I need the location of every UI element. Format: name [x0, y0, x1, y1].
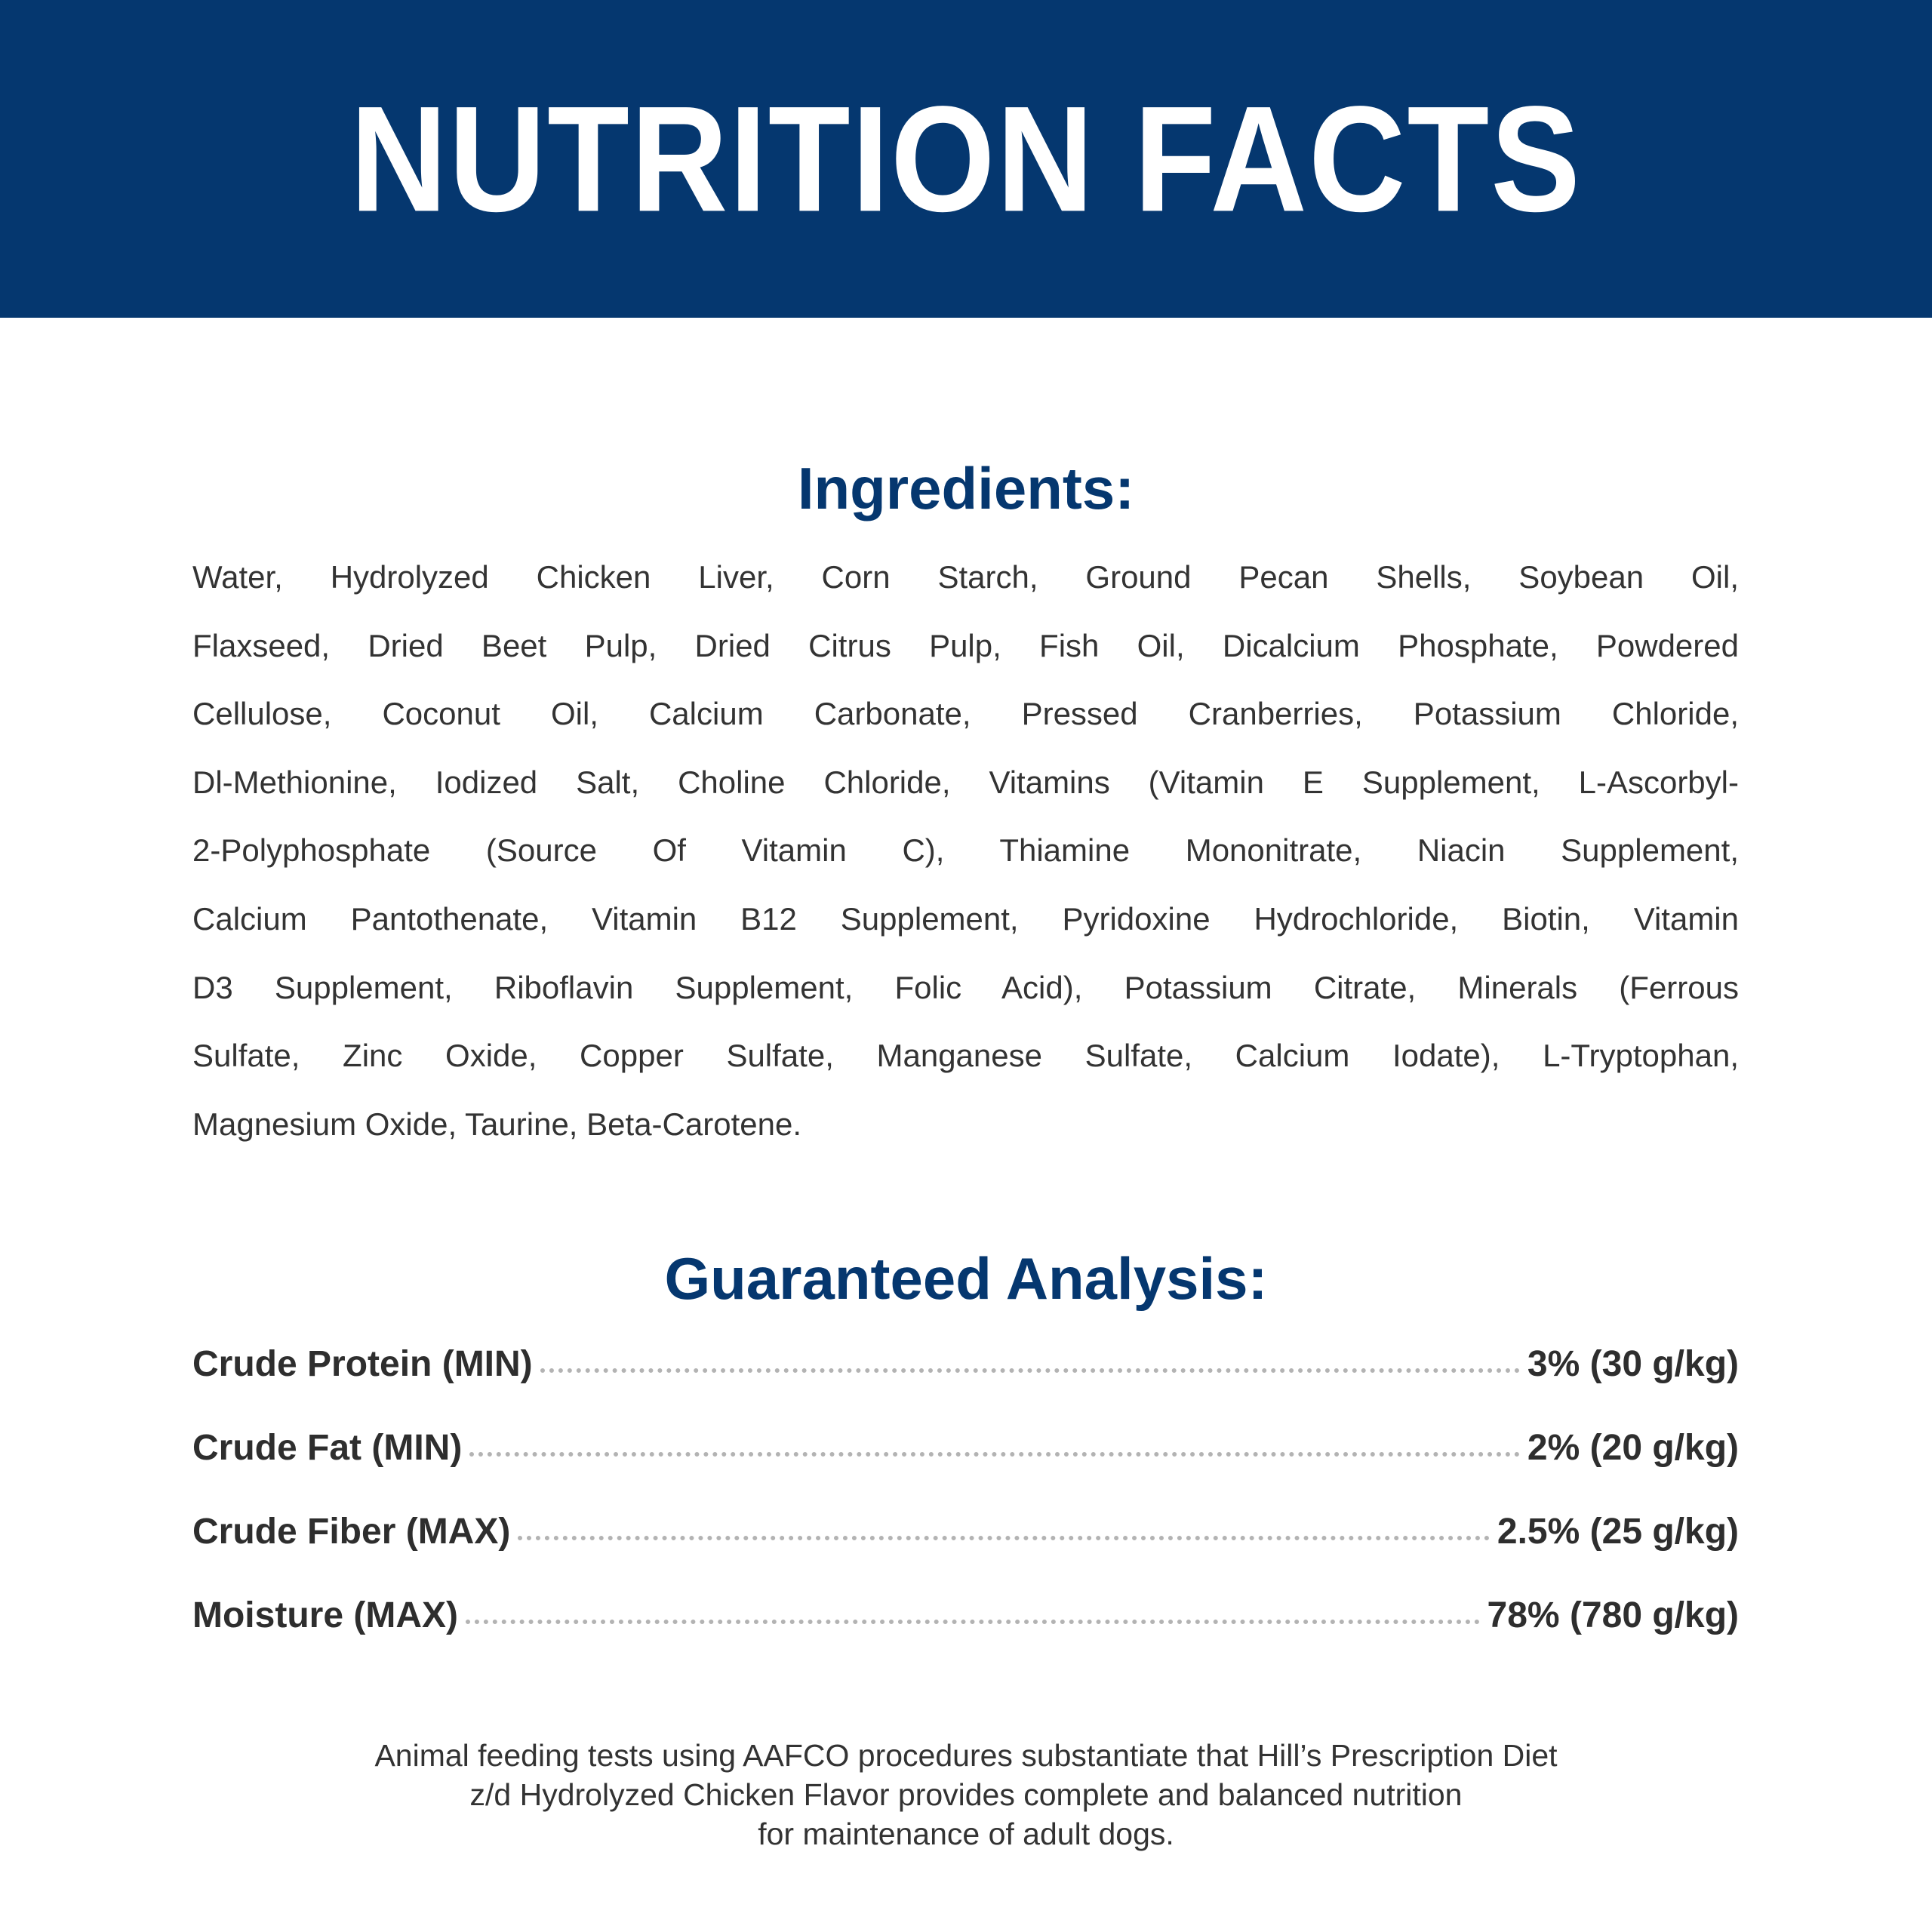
ingredients-list: Water, Hydrolyzed Chicken Liver, Corn St…: [192, 543, 1739, 1158]
ingredients-line: Water, Hydrolyzed Chicken Liver, Corn St…: [192, 559, 1739, 595]
dot-leader: [540, 1368, 1520, 1373]
analysis-heading: Guaranteed Analysis:: [664, 1245, 1268, 1312]
ingredients-line: 2-Polyphosphate (Source Of Vitamin C), T…: [192, 832, 1739, 869]
analysis-label: Crude Protein (MIN): [192, 1344, 533, 1384]
analysis-value: 2.5% (25 g/kg): [1497, 1512, 1739, 1552]
ingredients-line: D3 Supplement, Riboflavin Supplement, Fo…: [192, 969, 1739, 1005]
analysis-row: Crude Fat (MIN) 2% (20 g/kg): [192, 1427, 1739, 1511]
dot-leader: [465, 1620, 1480, 1624]
footer-line: z/d Hydrolyzed Chicken Flavor provides c…: [469, 1777, 1463, 1812]
analysis-value: 78% (780 g/kg): [1487, 1595, 1739, 1635]
dot-leader: [518, 1536, 1490, 1540]
analysis-label: Crude Fiber (MAX): [192, 1512, 511, 1552]
header-banner: NUTRITION FACTS: [0, 0, 1932, 318]
analysis-label: Moisture (MAX): [192, 1595, 458, 1635]
footer-line: for maintenance of adult dogs.: [758, 1817, 1174, 1851]
analysis-label: Crude Fat (MIN): [192, 1428, 463, 1468]
ingredients-line: Flaxseed, Dried Beet Pulp, Dried Citrus …: [192, 627, 1739, 663]
ingredients-line: Calcium Pantothenate, Vitamin B12 Supple…: [192, 900, 1739, 937]
analysis-row: Crude Fiber (MAX) 2.5% (25 g/kg): [192, 1511, 1739, 1595]
aafco-statement: Animal feeding tests using AAFCO procedu…: [0, 1736, 1932, 1854]
ingredients-line: Dl-Methionine, Iodized Salt, Choline Chl…: [192, 764, 1739, 800]
ingredients-line: Cellulose, Coconut Oil, Calcium Carbonat…: [192, 696, 1739, 732]
analysis-row: Crude Protein (MIN) 3% (30 g/kg): [192, 1343, 1739, 1427]
analysis-value: 3% (30 g/kg): [1527, 1344, 1739, 1384]
ingredients-line: Magnesium Oxide, Taurine, Beta-Carotene.: [192, 1106, 801, 1142]
analysis-row: Moisture (MAX) 78% (780 g/kg): [192, 1595, 1739, 1678]
analysis-value: 2% (20 g/kg): [1527, 1428, 1739, 1468]
footer-line: Animal feeding tests using AAFCO procedu…: [374, 1738, 1558, 1773]
page-title: NUTRITION FACTS: [350, 74, 1582, 243]
dot-leader: [469, 1452, 1520, 1457]
ingredients-heading: Ingredients:: [797, 455, 1135, 521]
guaranteed-analysis-table: Crude Protein (MIN) 3% (30 g/kg) Crude F…: [192, 1343, 1739, 1678]
ingredients-line: Sulfate, Zinc Oxide, Copper Sulfate, Man…: [192, 1038, 1739, 1074]
